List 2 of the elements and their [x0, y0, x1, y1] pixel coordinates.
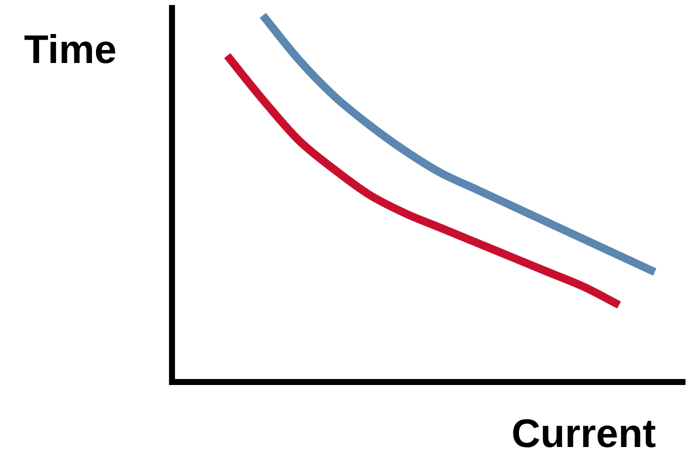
x-axis-title: Current: [512, 412, 656, 456]
y-axis-title: Time: [24, 28, 117, 73]
